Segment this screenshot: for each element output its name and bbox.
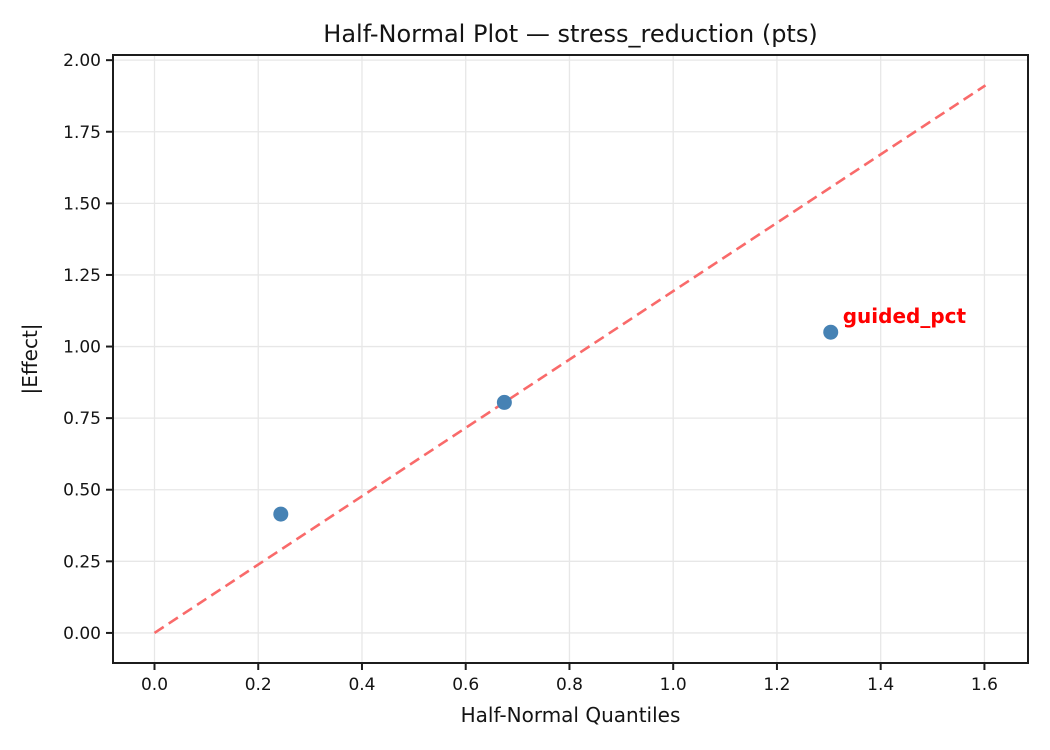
x-tick-label: 1.4 xyxy=(867,675,894,695)
y-tick-label: 1.75 xyxy=(63,123,101,143)
x-tick-label: 0.4 xyxy=(348,675,375,695)
y-tick-label: 2.00 xyxy=(63,51,101,71)
y-tick-label: 0.75 xyxy=(63,409,101,429)
x-tick-label: 1.2 xyxy=(763,675,790,695)
x-tick-label: 0.6 xyxy=(452,675,479,695)
data-point xyxy=(273,506,289,522)
x-axis-label: Half-Normal Quantiles xyxy=(461,703,681,727)
chart-title: Half-Normal Plot — stress_reduction (pts… xyxy=(323,20,817,48)
data-point xyxy=(823,324,839,340)
axes-spines xyxy=(112,54,1029,664)
point-annotation-guided-pct: guided_pct xyxy=(843,304,967,328)
data-points xyxy=(273,324,839,522)
x-tick-label: 0.2 xyxy=(245,675,272,695)
x-tick-label: 1.0 xyxy=(660,675,687,695)
x-tick-label: 0.8 xyxy=(556,675,583,695)
y-tick-label: 1.00 xyxy=(63,338,101,358)
y-axis-ticks: 0.00 0.25 0.50 0.75 1.00 1.25 1.50 1.75 2.00 xyxy=(63,51,113,644)
y-tick-label: 0.25 xyxy=(63,552,101,572)
x-axis-ticks: 0.0 0.2 0.4 0.6 0.8 1.0 1.2 1.4 1.6 xyxy=(141,663,998,695)
y-tick-label: 1.25 xyxy=(63,266,101,286)
gridlines xyxy=(113,55,1028,663)
x-tick-label: 0.0 xyxy=(141,675,168,695)
data-point xyxy=(496,394,512,410)
y-tick-label: 1.50 xyxy=(63,194,101,214)
reference-line xyxy=(153,84,987,635)
y-tick-label: 0.00 xyxy=(63,624,101,644)
y-axis-label: |Effect| xyxy=(18,323,42,394)
x-tick-label: 1.6 xyxy=(971,675,998,695)
y-tick-label: 0.50 xyxy=(63,481,101,501)
